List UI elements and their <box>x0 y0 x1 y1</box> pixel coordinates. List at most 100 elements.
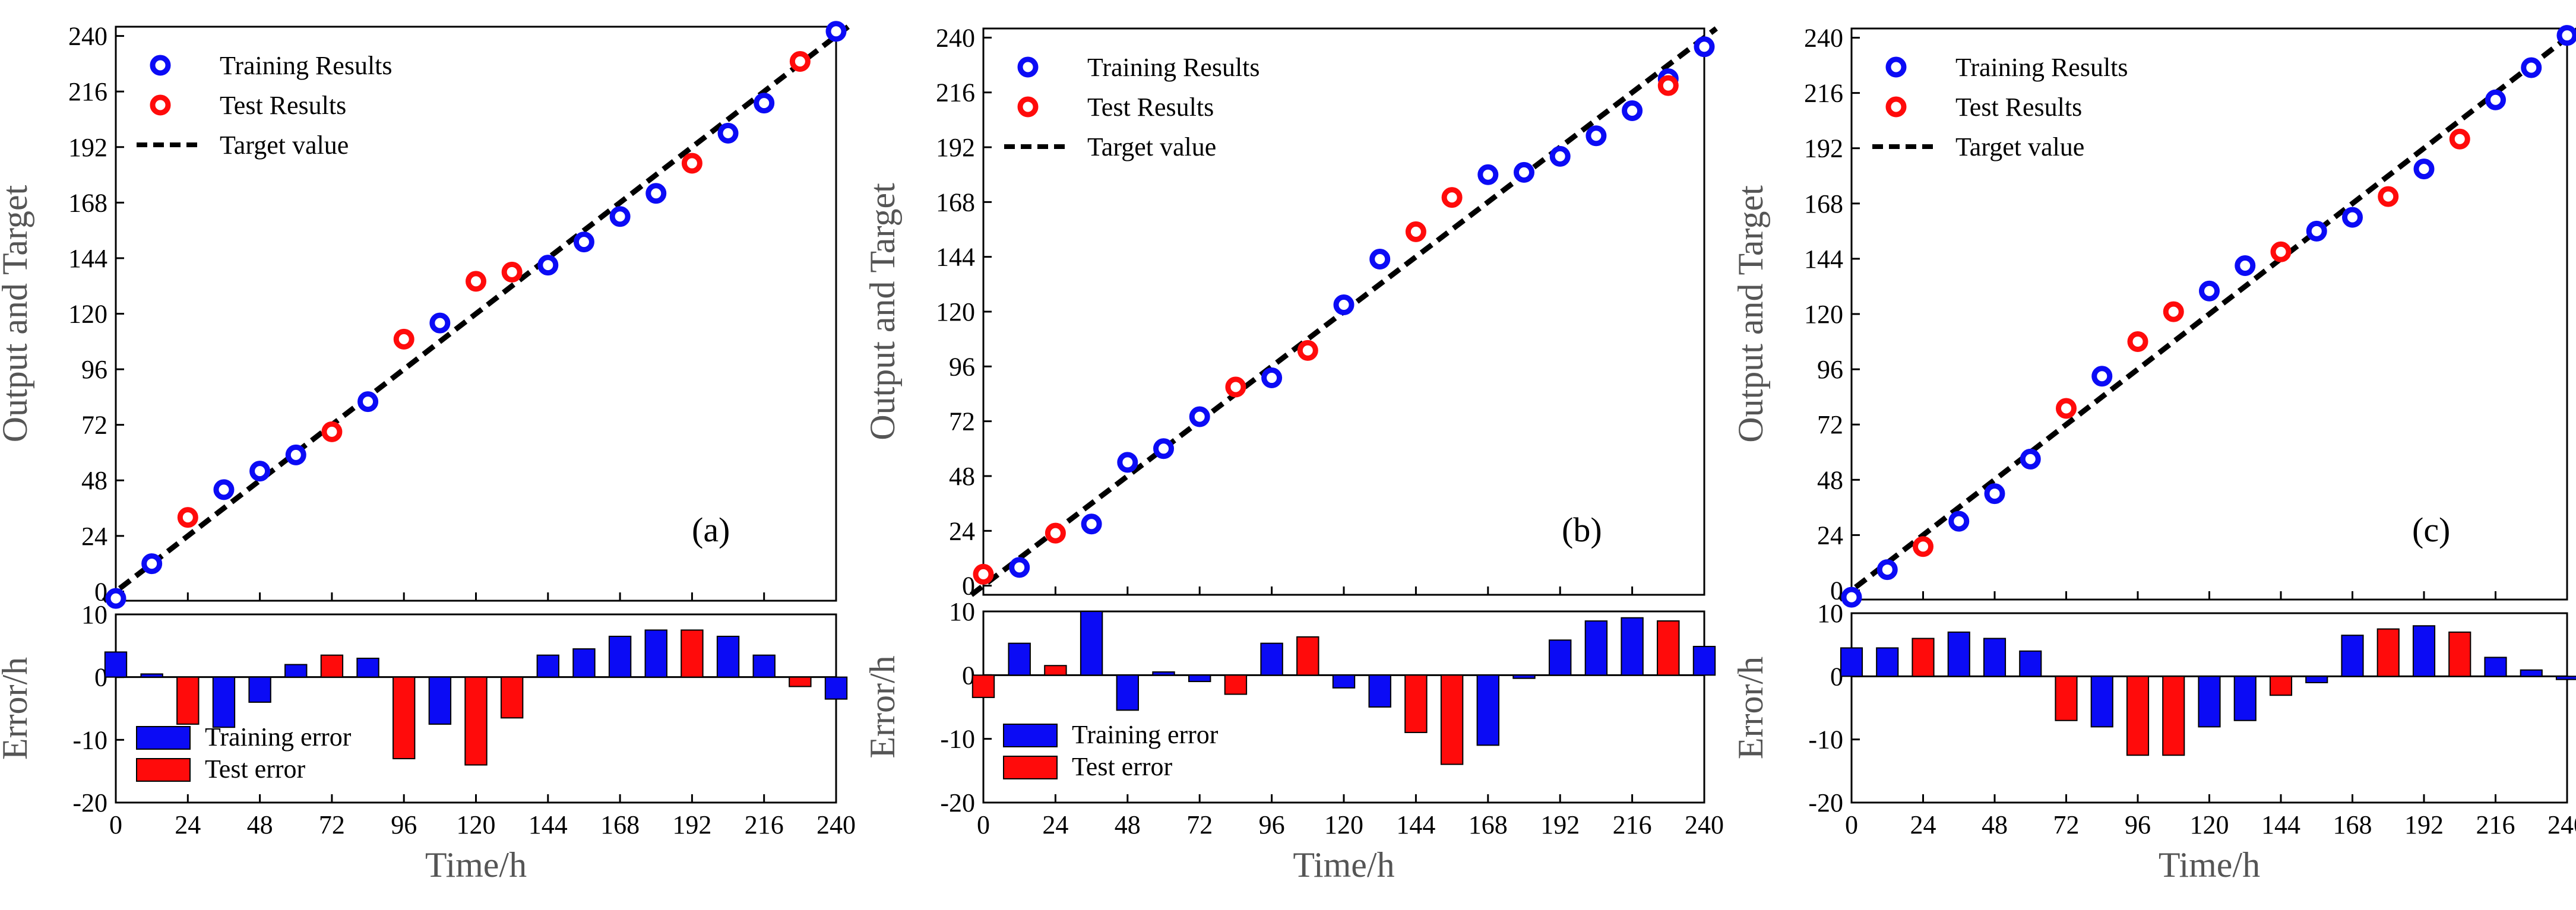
x-axis-label: Time/h <box>425 845 527 884</box>
error-y-tick-label: 0 <box>1830 662 1843 691</box>
y-tick-label: 96 <box>1817 355 1843 384</box>
legend-test-error-swatch <box>1003 756 1058 779</box>
y-tick-label: 24 <box>81 522 107 551</box>
panel-tag: (b) <box>1562 511 1602 549</box>
x-tick-label: 72 <box>1186 810 1213 839</box>
x-tick-label: 96 <box>1259 810 1285 839</box>
y-tick-label: 216 <box>936 78 975 107</box>
legend-target-label: Target value <box>1087 132 1216 161</box>
x-tick-label: 192 <box>2404 810 2444 839</box>
training-result-point <box>2485 89 2506 110</box>
training-error-bar <box>1332 674 1356 689</box>
legend-test-label: Test Results <box>1087 93 1214 122</box>
training-error-bar <box>2555 676 2576 680</box>
y-tick-label: 144 <box>936 243 975 272</box>
test-error-bar <box>464 676 488 766</box>
training-result-point <box>1189 406 1210 427</box>
training-result-point <box>754 93 775 114</box>
training-error-bar <box>1840 647 1863 677</box>
test-error-bar <box>1044 665 1067 676</box>
training-error-bar <box>824 676 848 700</box>
panel-tag: (c) <box>2412 511 2450 549</box>
training-result-point <box>537 255 559 276</box>
error-y-tick-label: 10 <box>1817 599 1843 628</box>
test-result-point <box>1045 522 1066 544</box>
test-result-point <box>973 563 994 585</box>
training-result-point <box>1009 557 1030 578</box>
training-result-point <box>1081 513 1102 535</box>
legend-test-error-label: Test error <box>205 754 306 784</box>
error-y-tick-label: -10 <box>940 725 975 754</box>
y-tick-label: 96 <box>81 355 107 384</box>
training-error-bar <box>212 676 236 728</box>
error-y-tick-label: 10 <box>949 597 975 626</box>
training-result-point <box>1333 294 1355 315</box>
test-result-point <box>2378 186 2399 207</box>
training-error-bar <box>1621 617 1644 676</box>
x-tick-label: 144 <box>529 810 568 839</box>
x-tick-label: 192 <box>1540 810 1580 839</box>
error-y-tick-label: -20 <box>940 788 975 817</box>
test-error-bar <box>1296 636 1319 676</box>
training-error-bar <box>1188 674 1211 683</box>
test-result-point <box>393 328 414 350</box>
y-tick-label: 168 <box>68 188 107 217</box>
x-tick-label: 216 <box>2476 810 2515 839</box>
x-axis-label: Time/h <box>2159 845 2260 884</box>
training-result-point <box>1876 559 1898 581</box>
error-y-tick-label: -20 <box>72 788 107 817</box>
y-tick-label: 144 <box>1804 245 1843 274</box>
y-tick-label: 240 <box>936 23 975 52</box>
test-error-bar <box>2448 631 2471 677</box>
x-axis-label: Time/h <box>1293 845 1394 884</box>
x-tick-label: 240 <box>2547 810 2576 839</box>
y-tick-label: 72 <box>81 411 107 440</box>
x-tick-label: 96 <box>391 810 417 839</box>
test-result-point <box>466 271 486 292</box>
y-tick-label: 72 <box>949 407 975 436</box>
training-error-bar <box>1512 674 1536 679</box>
training-result-point <box>1948 511 1970 532</box>
x-tick-label: 0 <box>977 810 990 839</box>
legend-target-label: Target value <box>1955 132 2084 161</box>
x-tick-label: 120 <box>2190 810 2229 839</box>
error-y-tick-label: 0 <box>962 661 975 690</box>
training-result-point <box>825 21 847 42</box>
test-result-point <box>501 261 523 283</box>
training-error-bar <box>140 673 163 678</box>
training-error-bar <box>248 676 271 703</box>
y-tick-label: 48 <box>81 466 107 495</box>
training-result-point <box>357 391 379 413</box>
training-result-point <box>1984 483 2005 505</box>
test-error-bar <box>1440 674 1464 765</box>
training-error-bar <box>428 676 452 725</box>
x-tick-label: 168 <box>600 810 640 839</box>
y-axis-label: Output and Target <box>0 185 34 442</box>
training-result-point <box>105 588 126 609</box>
training-result-point <box>2020 448 2041 470</box>
x-tick-label: 48 <box>247 810 273 839</box>
training-error-bar <box>2019 650 2042 677</box>
test-error-bar <box>1912 638 1935 677</box>
test-result-point <box>177 507 198 528</box>
error-y-tick-label: -10 <box>72 725 107 754</box>
x-tick-label: 240 <box>817 810 856 839</box>
x-tick-label: 168 <box>2333 810 2372 839</box>
test-error-bar <box>320 654 344 678</box>
y-tick-label: 24 <box>949 516 975 546</box>
legend-training-label: Training Results <box>220 51 393 80</box>
test-error-bar <box>1224 674 1248 695</box>
test-result-point <box>1225 376 1246 398</box>
training-result-point <box>2235 255 2256 277</box>
y-tick-label: 168 <box>936 188 975 217</box>
y-tick-label: 24 <box>1817 521 1843 550</box>
training-error-bar <box>104 651 128 678</box>
panel-tag: (a) <box>692 511 730 549</box>
training-result-point <box>429 312 451 334</box>
test-result-point <box>2270 241 2292 262</box>
training-result-point <box>2342 207 2363 228</box>
training-result-point <box>1477 164 1499 185</box>
test-error-bar <box>2055 676 2078 721</box>
